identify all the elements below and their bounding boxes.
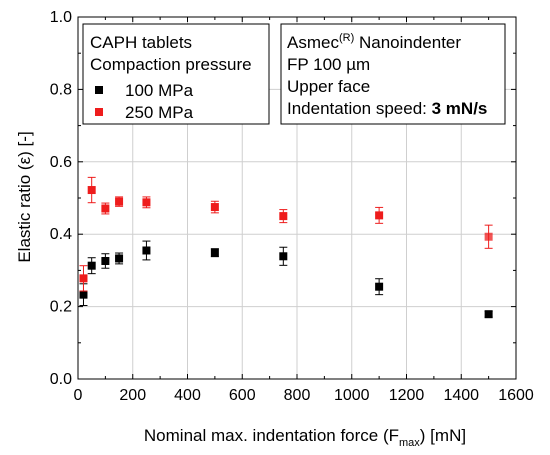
data-point — [484, 232, 493, 241]
data-point — [87, 261, 96, 270]
data-point — [101, 204, 110, 213]
info-frame — [280, 23, 506, 125]
legend-line-1: CAPH tablets — [90, 33, 192, 52]
x-tick-label: 1000 — [334, 387, 370, 404]
data-point — [79, 290, 88, 299]
y-axis-ticks: 0.0 0.2 0.4 0.6 0.8 1.0 — [50, 9, 516, 388]
data-point — [79, 274, 88, 283]
x-axis-ticks: 0 200 400 600 800 1000 1200 1400 1600 — [74, 17, 534, 404]
y-tick-label: 0.2 — [50, 299, 72, 316]
plot-frame — [77, 16, 517, 380]
data-point — [87, 186, 96, 195]
x-tick-label: 200 — [119, 387, 146, 404]
x-tick-label: 1200 — [389, 387, 425, 404]
data-point — [101, 256, 110, 265]
data-point — [115, 254, 124, 263]
x-tick-label: 600 — [229, 387, 256, 404]
data-point — [375, 211, 384, 220]
x-tick-label: 0 — [74, 387, 83, 404]
legend-label-100mpa: 100 MPa — [125, 81, 194, 100]
legend-box: CAPH tablets Compaction pressure 100 MPa… — [82, 23, 270, 125]
info-box: Asmec(R) Nanoindenter FP 100 µm Upper fa… — [280, 23, 506, 125]
series-250-mpa — [79, 176, 493, 292]
x-tick-label: 400 — [174, 387, 201, 404]
y-tick-label: 0.4 — [50, 226, 72, 243]
y-tick-label: 0.6 — [50, 154, 72, 171]
legend-frame — [82, 23, 270, 125]
legend-marker-250mpa — [95, 108, 103, 116]
data-point — [115, 197, 124, 206]
y-axis-label: Elastic ratio (ε) [-] — [15, 131, 34, 262]
x-axis-label: Nominal max. indentation force (Fmax) [m… — [144, 426, 466, 449]
info-line-3: Upper face — [287, 77, 370, 96]
data-point — [142, 198, 151, 207]
data-point — [142, 246, 151, 255]
data-series — [79, 176, 493, 319]
y-tick-label: 0.8 — [50, 81, 72, 98]
x-tick-label: 1600 — [498, 387, 534, 404]
data-point — [279, 212, 288, 221]
info-title: Asmec(R) Nanoindenter — [287, 32, 461, 52]
legend-line-2: Compaction pressure — [90, 55, 252, 74]
legend-marker-100mpa — [95, 86, 103, 94]
data-point — [375, 282, 384, 291]
data-point — [210, 203, 219, 212]
info-line-2: FP 100 µm — [287, 55, 370, 74]
info-line-4: Indentation speed: 3 mN/s — [287, 99, 487, 118]
legend-label-250mpa: 250 MPa — [125, 103, 194, 122]
data-point — [484, 310, 493, 319]
data-point — [210, 248, 219, 257]
y-tick-label: 0.0 — [50, 371, 72, 388]
x-tick-label: 1400 — [443, 387, 479, 404]
y-tick-label: 1.0 — [50, 9, 72, 26]
x-tick-label: 800 — [284, 387, 311, 404]
data-point — [279, 252, 288, 261]
